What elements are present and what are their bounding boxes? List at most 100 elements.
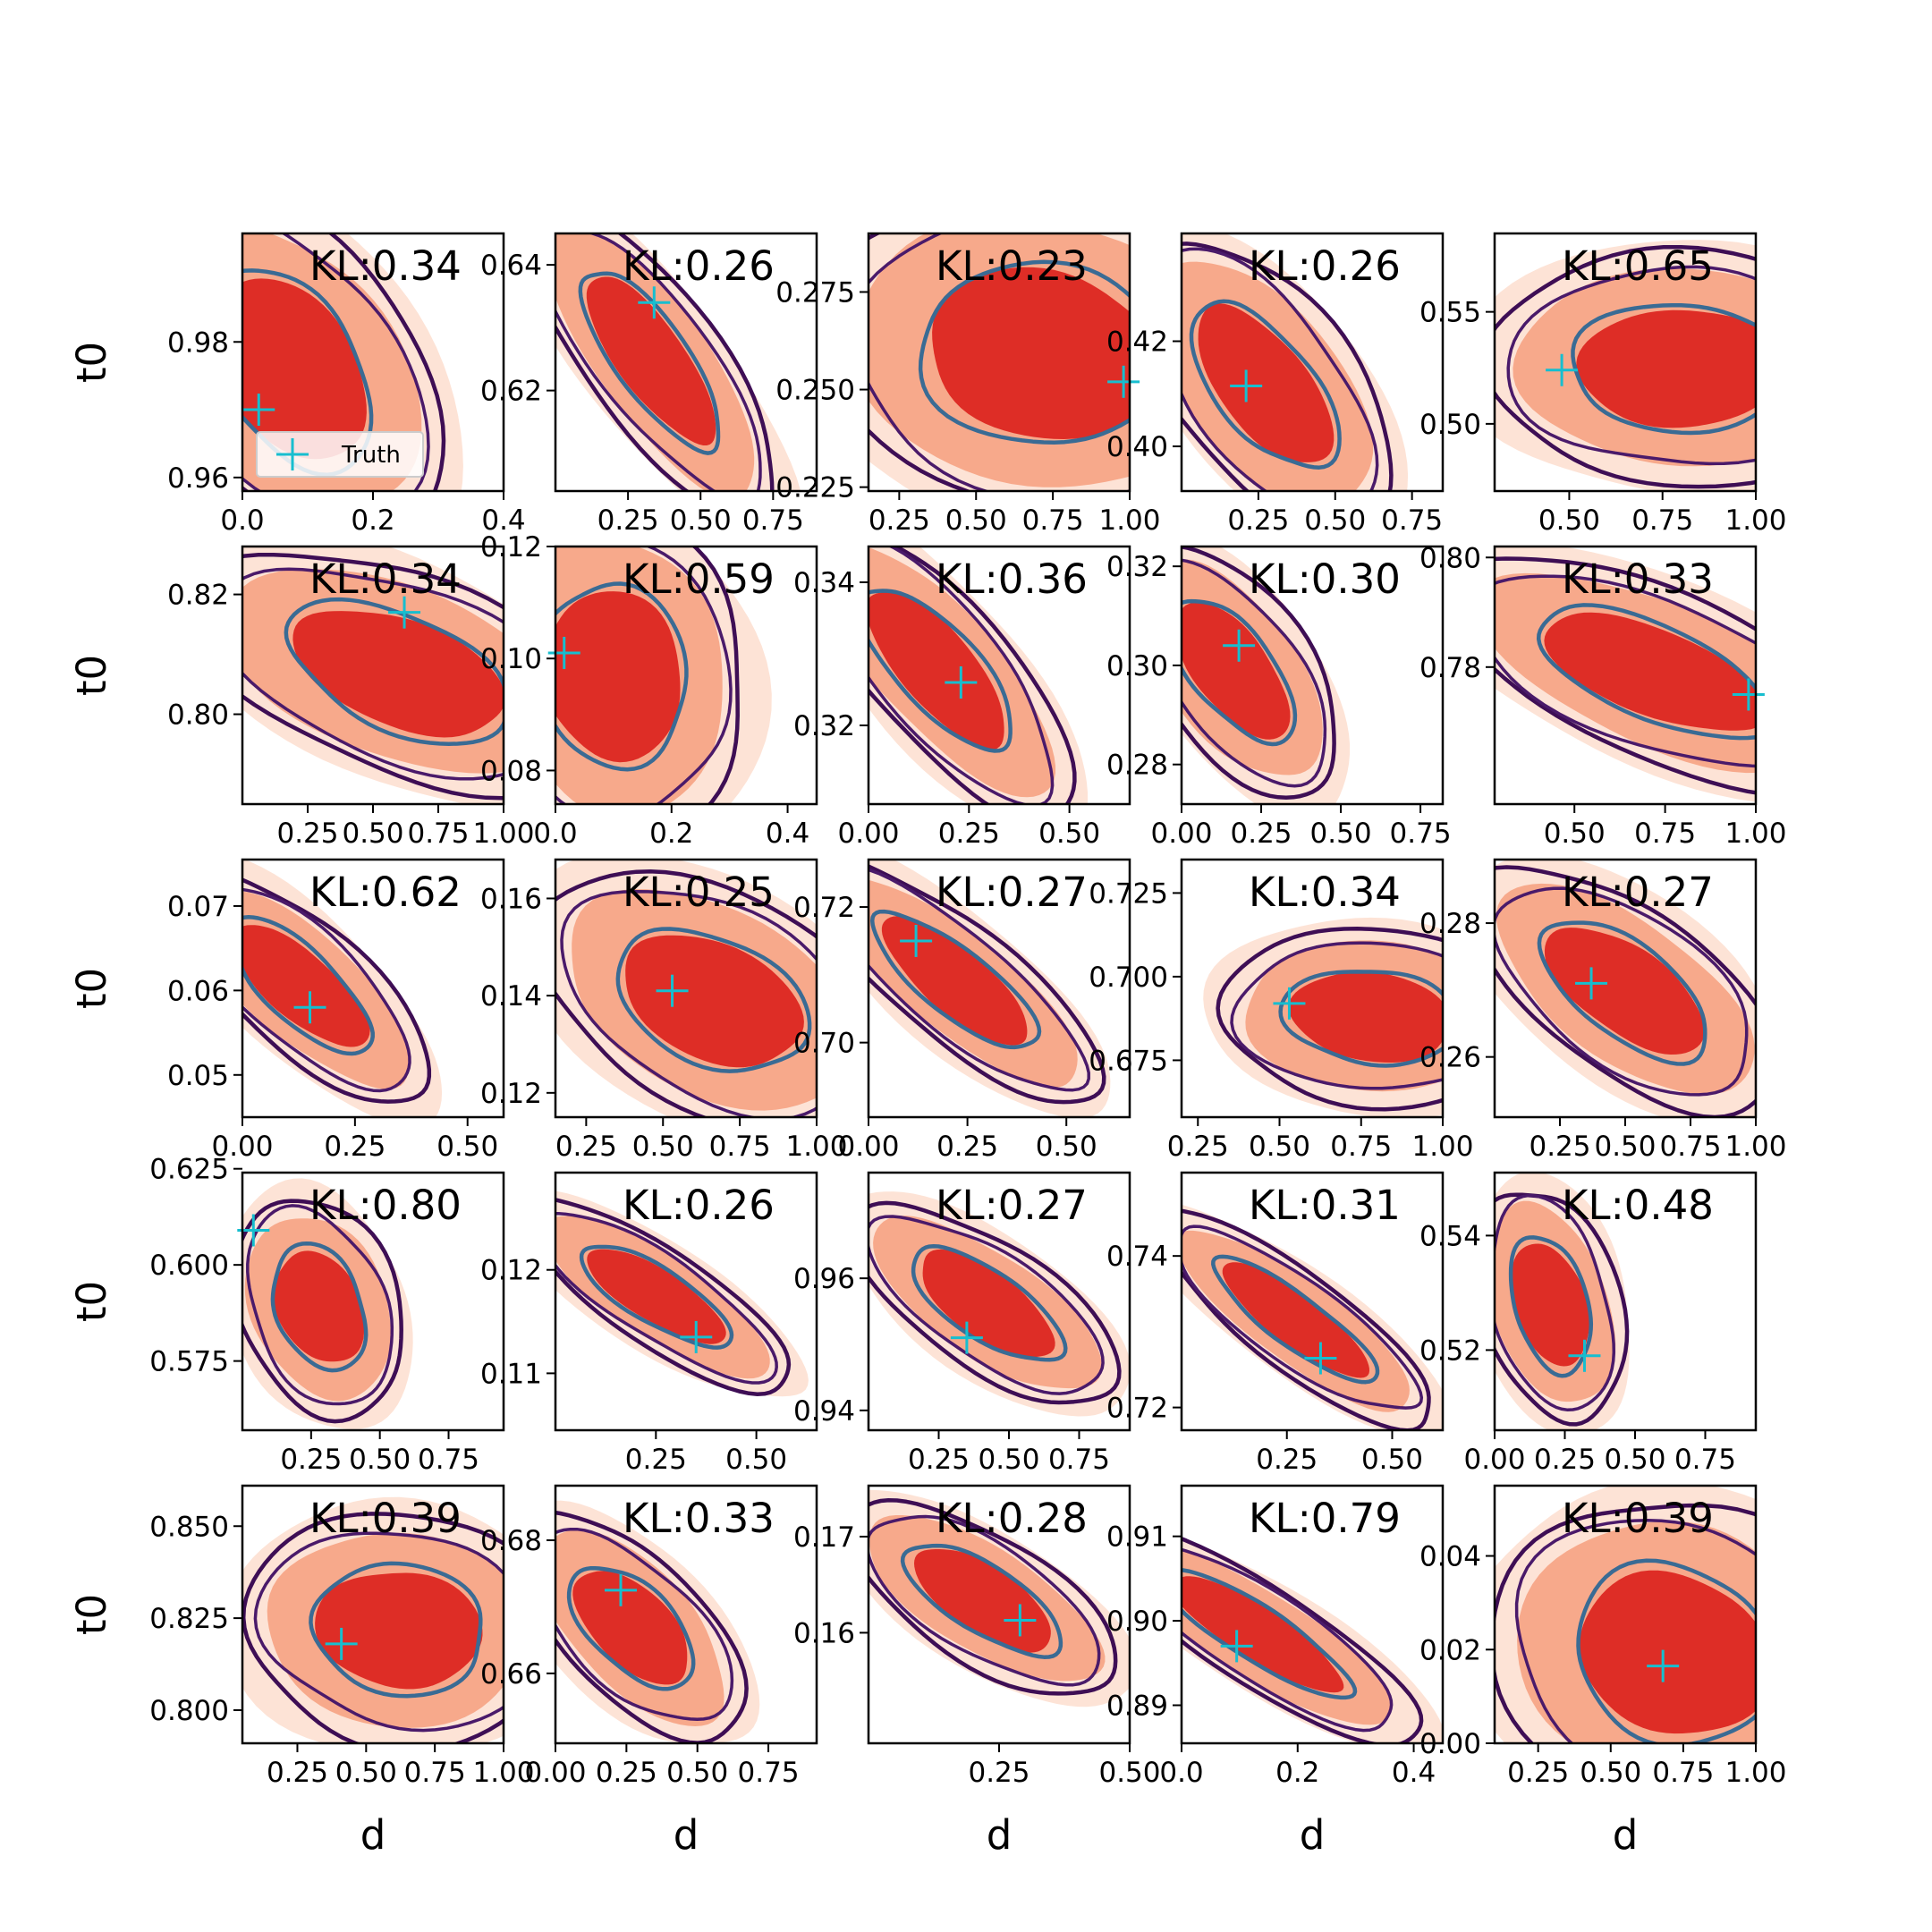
x-axis-label: d [1300,1811,1326,1859]
x-tick-label: 0.0 [1159,1757,1203,1789]
y-tick-label: 0.40 [1106,431,1168,463]
x-axis-label: d [360,1811,386,1859]
axes-frame [867,545,1131,806]
y-tick-label: 0.52 [1419,1335,1481,1367]
density-fill-level-3 [1511,1243,1590,1367]
y-tick-label: 0.07 [167,891,229,923]
x-tick-label: 0.0 [533,818,577,850]
legend-label: Truth [341,442,401,469]
contour-line-1 [869,547,1077,804]
truth-marker [1230,369,1263,402]
y-tick-label: 0.600 [149,1250,229,1282]
y-tick-label: 0.16 [480,883,542,915]
x-tick-label: 0.75 [1390,818,1452,850]
x-tick-label: 0.00 [1463,1444,1525,1476]
y-tick-label: 0.55 [1419,297,1481,329]
contour-line-2 [1495,886,1749,1097]
contour-line-2 [246,1204,394,1406]
axes-frame [1180,232,1445,493]
y-tick-label: 0.12 [480,531,542,564]
x-tick-label: 1.00 [1724,818,1786,850]
contour-line-3 [1576,1558,1756,1743]
contour-line-2 [1182,558,1327,788]
kl-label: KL:0.33 [1562,555,1714,603]
contour-line-2 [869,547,1055,804]
panel-6: 0.25 0.50 0.75 1.00 0.80 0.82 KL:0.34 t0 [68,545,535,850]
axes-frame [554,1484,818,1745]
truth-marker [605,1573,637,1606]
x-tick-label: 0.50 [666,1757,728,1789]
contour-line-2 [1506,265,1756,466]
axes-frame [1180,1484,1445,1745]
contour-line-1 [869,1497,1118,1696]
y-tick-label: 0.675 [1089,1045,1168,1077]
kl-label: KL:0.34 [309,242,462,290]
x-tick-label: 0.25 [1231,818,1292,850]
y-tick-label: 0.700 [1089,962,1168,994]
x-tick-label: 0.75 [1631,504,1693,537]
y-tick-label: 0.00 [1419,1728,1481,1760]
x-tick-label: 0.00 [211,1131,273,1163]
panel-4: 0.25 0.50 0.75 0.40 0.42 KL:0.26 [1106,232,1445,537]
truth-marker [388,596,421,629]
x-tick-label: 0.50 [1038,818,1100,850]
y-tick-label: 0.575 [149,1346,229,1378]
y-tick-label: 0.70 [793,1028,855,1060]
contour-line-2 [555,1527,734,1722]
plot-area [242,860,443,1117]
x-tick-label: 0.25 [555,1131,617,1163]
y-tick-label: 0.26 [1419,1042,1481,1074]
x-tick-label: 0.25 [1256,1444,1318,1476]
kl-label: KL:0.27 [936,869,1088,916]
contour-line-3 [309,1561,483,1699]
axes-frame [241,858,505,1119]
y-tick-label: 0.64 [480,250,542,282]
truth-marker [1647,1649,1680,1682]
axes-frame [867,1171,1131,1432]
truth-marker [1304,1342,1337,1375]
x-tick-label: 0.50 [1604,1444,1665,1476]
contour-line-3 [578,271,721,455]
panel-8: 0.00 0.25 0.50 0.32 0.34 KL:0.36 [793,545,1131,850]
density-fill-level-3 [1222,1262,1369,1378]
axes-frame [867,232,1131,493]
contour-line-2 [869,868,1090,1092]
truth-marker [1107,365,1140,398]
panel-1: 0.0 0.2 0.4 0.96 0.98 KL:0.34 t0 Truth [68,232,526,537]
x-tick-label: 0.2 [649,818,693,850]
x-tick-label: 0.50 [1580,1757,1641,1789]
kl-label: KL:0.48 [1562,1182,1714,1229]
contour-line-2 [1182,1224,1424,1410]
contour-line-3 [1189,299,1342,470]
panel-21: 0.25 0.50 0.75 1.00 0.800 0.825 0.850 KL:0.39 t0… [68,1484,535,1859]
axes-frame [1180,1171,1445,1432]
y-tick-label: 0.66 [480,1658,542,1690]
x-tick-label: 0.75 [1330,1131,1392,1163]
kl-label: KL:0.80 [309,1182,462,1229]
kl-label: KL:0.79 [1249,1495,1401,1542]
y-tick-label: 0.78 [1419,652,1481,684]
y-tick-label: 0.05 [167,1060,229,1092]
axes-frame [1180,858,1445,1119]
panel-9: 0.00 0.25 0.50 0.75 0.28 0.30 0.32 KL:0.30 [1106,545,1452,850]
panel-20: 0.00 0.25 0.50 0.75 0.52 0.54 KL:0.48 [1419,1171,1758,1476]
kl-label: KL:0.28 [936,1495,1088,1542]
contour-line-1 [1495,1192,1630,1427]
y-tick-label: 0.72 [1106,1393,1168,1425]
contour-line-3 [869,909,1042,1050]
axes-frame [1493,1171,1758,1432]
y-tick-label: 0.825 [149,1603,229,1635]
density-fill-level-3 [1579,1570,1756,1734]
plot-area [242,233,463,491]
y-tick-label: 0.14 [480,980,542,1013]
y-tick-label: 0.30 [1106,650,1168,682]
axes-frame [1493,1484,1758,1745]
x-tick-label: 0.25 [1507,1757,1569,1789]
density-fill-level-3 [922,1249,1055,1358]
contour-line-3 [284,597,504,746]
x-tick-label: 0.75 [1674,1444,1736,1476]
plot-area [1182,1204,1443,1430]
truth-marker [547,636,580,669]
x-tick-label: 1.00 [1724,504,1786,537]
contour-line-3 [918,259,1130,445]
